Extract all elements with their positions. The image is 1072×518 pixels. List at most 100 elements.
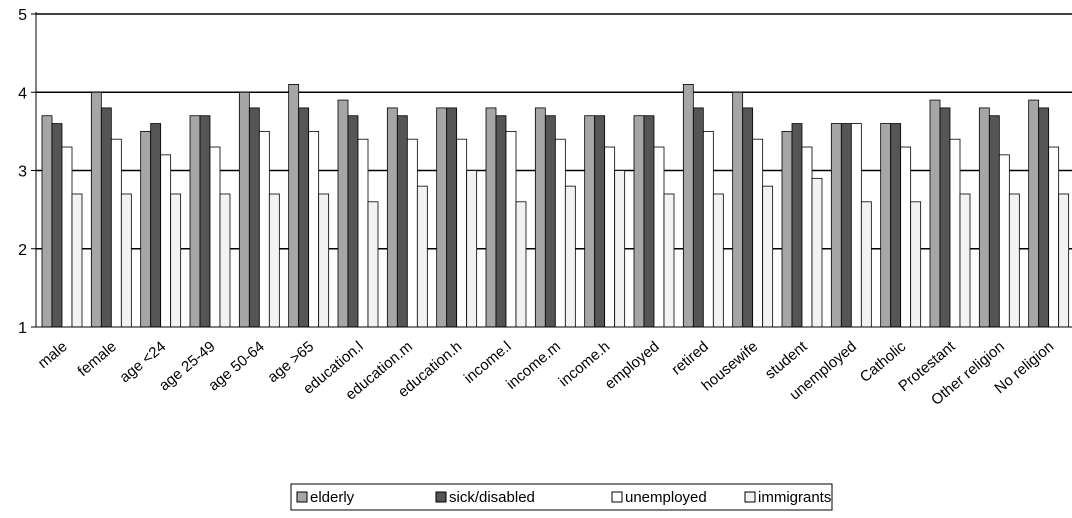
bar-unemployed [308, 130, 320, 328]
bar-unemployed [850, 123, 862, 328]
bar-immigrants [170, 193, 182, 328]
bar-unemployed [456, 138, 468, 328]
legend-box [290, 483, 833, 511]
bar-immigrants [1058, 193, 1070, 328]
bar-immigrants [564, 185, 576, 328]
bar-immigrants [959, 193, 971, 328]
bar-elderly [929, 99, 941, 328]
bar-immigrants [367, 201, 379, 328]
x-tick-label: income.m [503, 338, 564, 393]
y-tick-label: 2 [18, 242, 27, 259]
bar-elderly [633, 115, 645, 328]
bar-unemployed [604, 146, 616, 328]
bar-elderly [880, 123, 892, 328]
bar-sick-disabled [248, 107, 260, 328]
bar-unemployed [209, 146, 221, 328]
legend-label: sick/disabled [449, 489, 535, 506]
bar-elderly [781, 130, 793, 328]
bar-elderly [978, 107, 990, 328]
legend-swatch [435, 491, 447, 503]
bar-unemployed [702, 130, 714, 328]
legend-label: immigrants [758, 489, 831, 506]
axes [31, 12, 1072, 328]
bar-immigrants [416, 185, 428, 328]
bar-unemployed [258, 130, 270, 328]
bar-elderly [732, 91, 744, 328]
bar-elderly [436, 107, 448, 328]
bar-sick-disabled [594, 115, 606, 328]
legend-label: unemployed [625, 489, 707, 506]
bar-sick-disabled [100, 107, 112, 328]
bar-immigrants [219, 193, 231, 328]
bar-sick-disabled [495, 115, 507, 328]
bar-immigrants [120, 193, 132, 328]
bar-sick-disabled [347, 115, 359, 328]
bar-elderly [140, 130, 152, 328]
bar-unemployed [949, 138, 961, 328]
bar-sick-disabled [890, 123, 902, 328]
bar-unemployed [160, 154, 172, 328]
bar-immigrants [762, 185, 774, 328]
bar-immigrants [663, 193, 675, 328]
bar-unemployed [110, 138, 122, 328]
x-tick-label: female [74, 338, 119, 380]
bar-unemployed [653, 146, 665, 328]
y-tick-label: 3 [18, 164, 27, 181]
bar-immigrants [860, 201, 872, 328]
bar-elderly [584, 115, 596, 328]
bar-immigrants [1008, 193, 1020, 328]
bar-sick-disabled [939, 107, 951, 328]
bar-elderly [485, 107, 497, 328]
bar-sick-disabled [446, 107, 458, 328]
bar-unemployed [406, 138, 418, 328]
y-tick-label: 1 [18, 320, 27, 337]
x-tick-label: male [35, 338, 71, 372]
bar-unemployed [357, 138, 369, 328]
bar-unemployed [998, 154, 1010, 328]
bar-sick-disabled [544, 115, 556, 328]
bar-unemployed [801, 146, 813, 328]
bar-immigrants [614, 170, 626, 328]
bar-unemployed [61, 146, 73, 328]
y-tick-label: 4 [18, 85, 27, 102]
bars [41, 84, 1070, 328]
bar-sick-disabled [199, 115, 211, 328]
bar-unemployed [505, 130, 517, 328]
bar-unemployed [752, 138, 764, 328]
bar-sick-disabled [298, 107, 310, 328]
bar-sick-disabled [791, 123, 803, 328]
legend-label: elderly [310, 489, 355, 506]
bar-unemployed [900, 146, 912, 328]
y-tick-label: 5 [18, 7, 27, 24]
legend-swatch [296, 491, 308, 503]
bar-unemployed [554, 138, 566, 328]
bar-sick-disabled [692, 107, 704, 328]
bar-elderly [386, 107, 398, 328]
y-tick-labels: 1 2 3 4 5 [18, 7, 27, 337]
bar-elderly [41, 115, 53, 328]
bar-immigrants [466, 170, 478, 328]
bar-sick-disabled [51, 123, 63, 328]
bar-sick-disabled [840, 123, 852, 328]
legend-swatch [611, 491, 623, 503]
bar-elderly [90, 91, 102, 328]
bar-sick-disabled [988, 115, 1000, 328]
bar-elderly [830, 123, 842, 328]
bar-sick-disabled [396, 115, 408, 328]
bar-sick-disabled [1038, 107, 1050, 328]
bar-sick-disabled [643, 115, 655, 328]
bar-elderly [682, 84, 694, 328]
bar-immigrants [515, 201, 527, 328]
bar-elderly [337, 99, 349, 328]
bar-immigrants [811, 177, 823, 328]
bar-immigrants [712, 193, 724, 328]
bar-immigrants [910, 201, 922, 328]
bar-elderly [189, 115, 201, 328]
bar-immigrants [71, 193, 83, 328]
bar-elderly [534, 107, 546, 328]
legend: elderly sick/disabled unemployed immigrants [290, 483, 833, 511]
bar-elderly [238, 91, 250, 328]
x-tick-label: employed [602, 338, 663, 393]
